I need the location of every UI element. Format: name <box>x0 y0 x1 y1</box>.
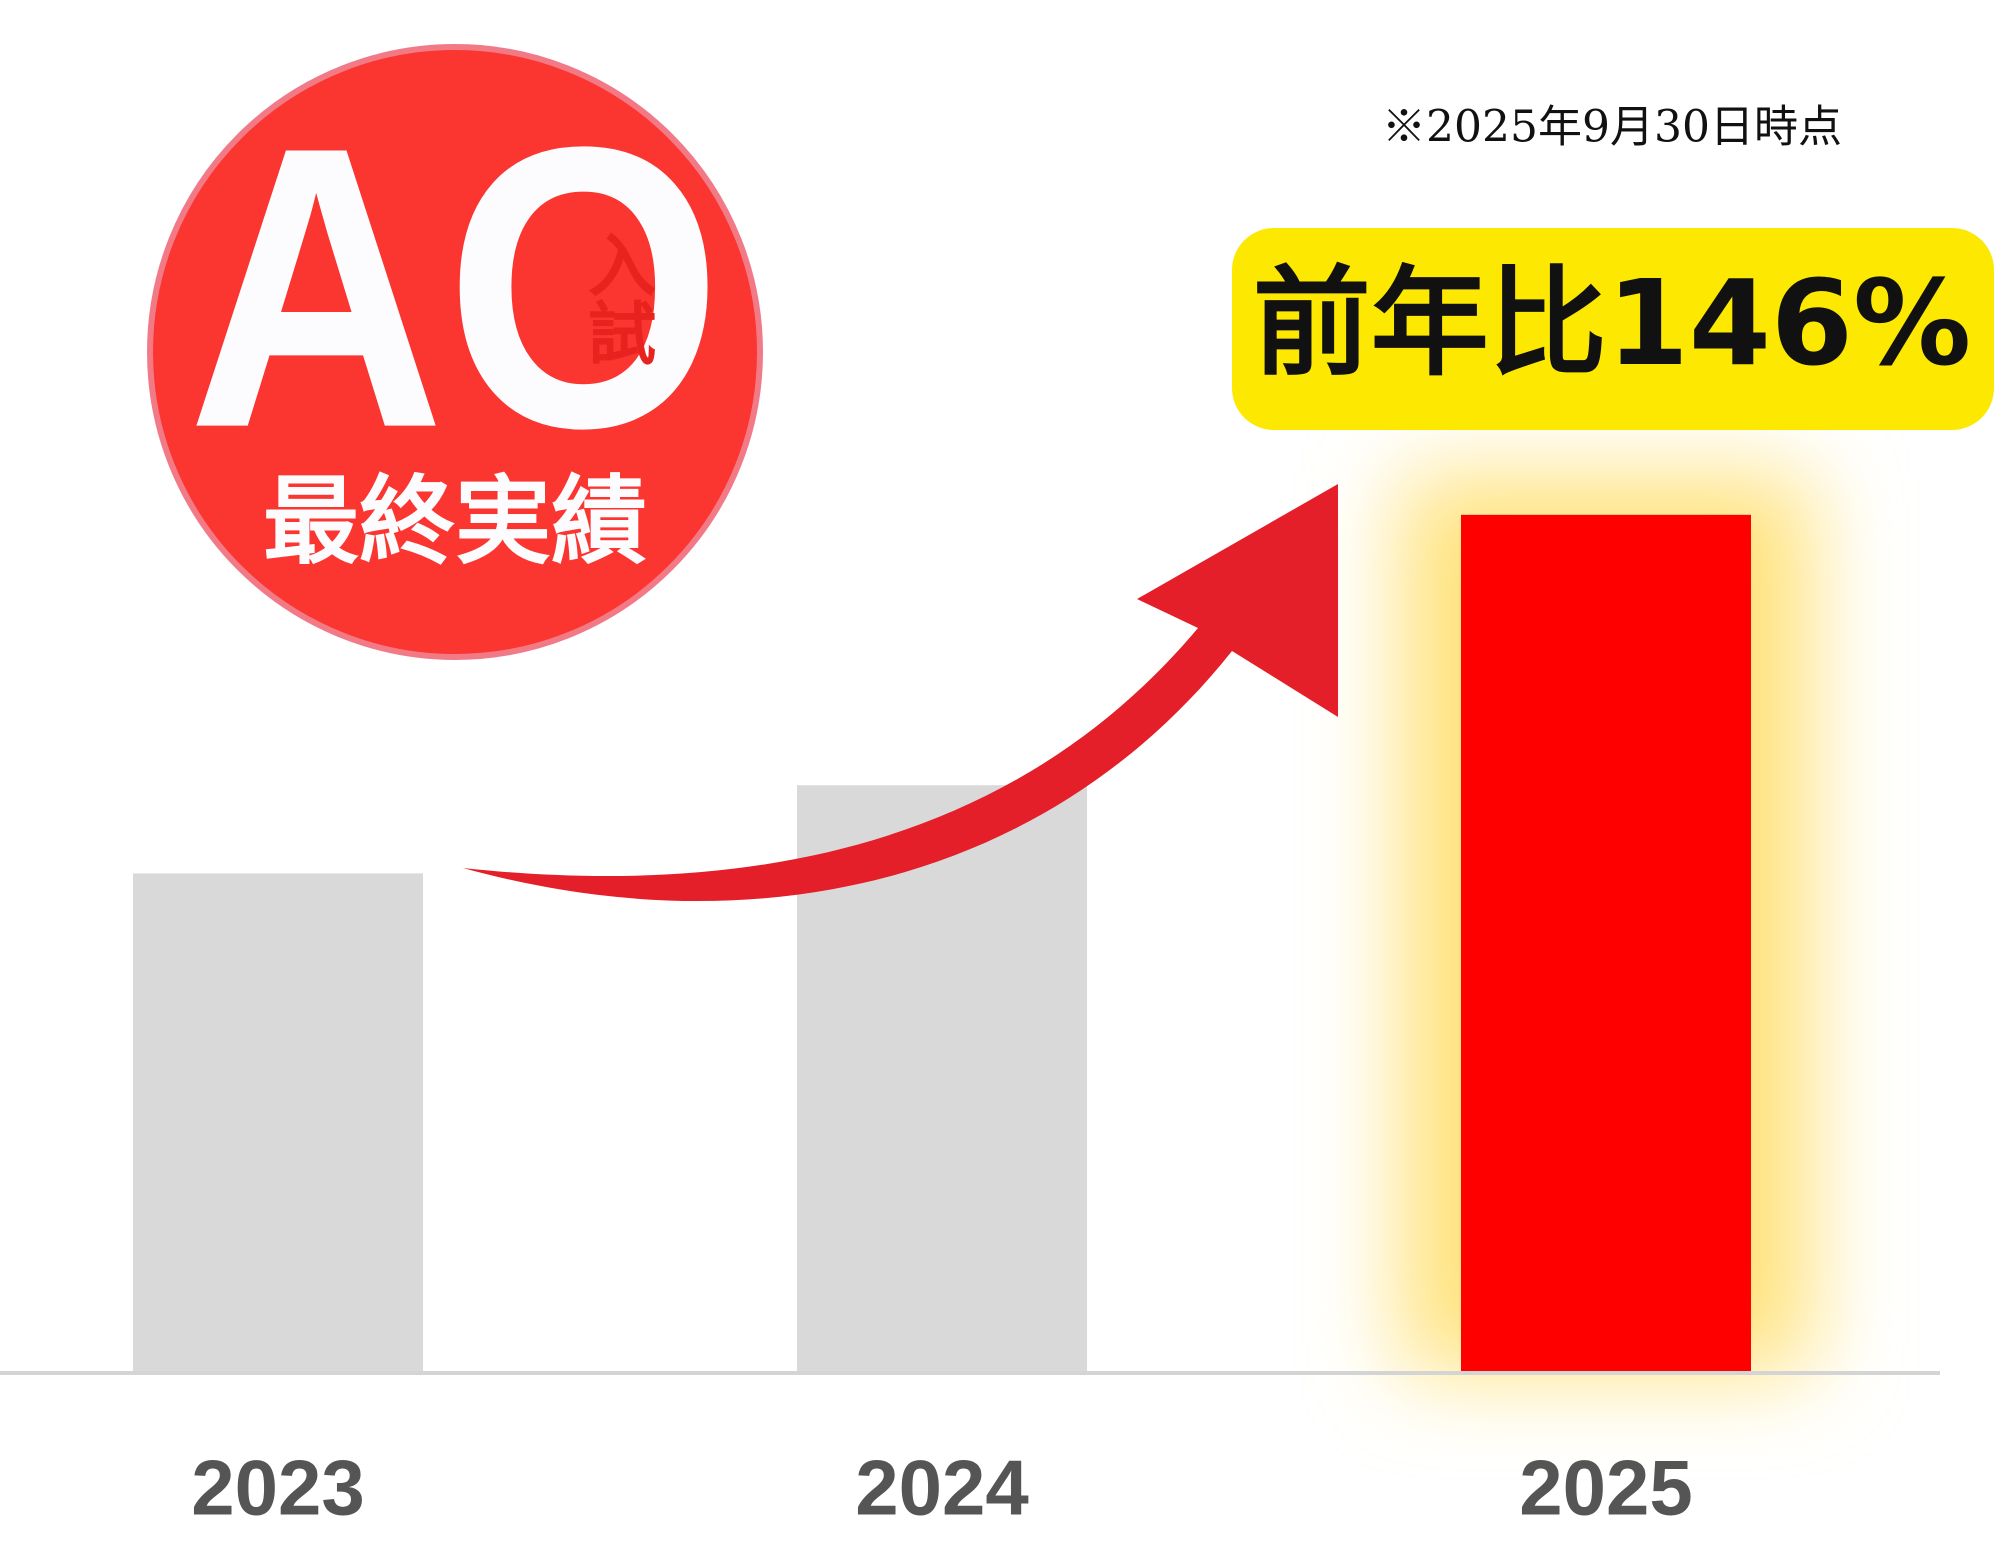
x-tick-label: 2023 <box>191 1444 365 1532</box>
badge-caption: 最終実績 <box>263 465 647 577</box>
x-tick-label: 2024 <box>855 1444 1029 1532</box>
badge-sub: 入試 <box>576 230 656 366</box>
badge-main: AO <box>188 64 723 511</box>
bar <box>133 873 423 1373</box>
bar <box>1461 514 1751 1373</box>
annotation-box <box>1232 228 1994 430</box>
annotation: 前年比146% <box>1253 254 1972 392</box>
growth-arrow <box>463 484 1338 902</box>
badge <box>147 44 763 660</box>
note: ※2025年9月30日時点 <box>1382 102 1842 153</box>
x-tick-label: 2025 <box>1519 1444 1693 1532</box>
